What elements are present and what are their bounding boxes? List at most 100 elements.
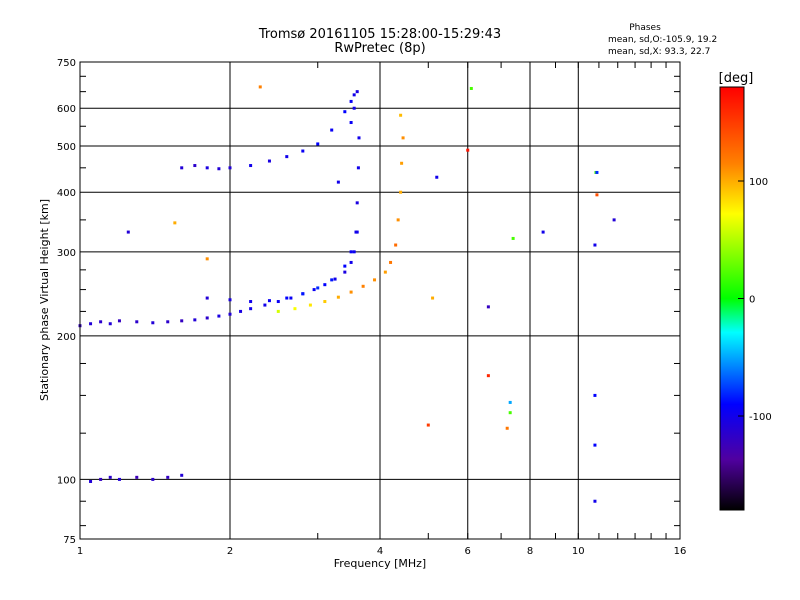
data-point [349,99,353,103]
y-tick-label: 400 [57,188,76,199]
y-tick-label: 500 [57,142,76,153]
tick-marks [80,62,680,539]
data-point [336,180,340,184]
data-point [355,201,359,205]
data-point [228,298,232,302]
data-point [180,319,184,323]
data-point [173,221,177,225]
data-point [228,312,232,316]
legend-line-o: mean, sd,O:-105.9, 19.2 [608,35,717,45]
data-point [249,300,253,304]
data-point [373,278,377,282]
data-point [289,296,293,300]
data-point [394,243,398,247]
data-point [193,318,197,322]
data-point [267,299,271,303]
chart-title: Tromsø 20161105 15:28:00-15:29:43 [258,27,501,42]
data-point [431,296,435,300]
data-point [396,218,400,222]
y-tick-label: 600 [57,104,76,115]
data-point [323,300,327,304]
data-point [316,142,320,146]
data-point [352,93,356,97]
data-point [151,477,155,481]
colorbar-tick-label: 100 [749,177,768,188]
data-point [108,322,112,326]
data-point [511,236,515,240]
data-point [383,270,387,274]
data-point [357,136,361,140]
data-point [117,477,121,481]
y-tick-label: 750 [57,58,76,69]
data-point [217,314,221,318]
data-point [355,90,359,94]
data-point [99,320,103,324]
data-points [78,85,616,503]
x-tick-label: 10 [572,546,585,557]
data-point [89,322,93,326]
colorbar-tick-label: 0 [749,295,755,306]
y-tick-labels: 75 100 200 300 400 500 600 750 [57,58,76,546]
data-point [349,260,353,264]
data-point [330,128,334,132]
legend-line-x: mean, sd,X: 93.3, 22.7 [608,47,710,57]
x-tick-label: 8 [527,546,533,557]
data-point [135,320,139,324]
colorbar-ticks: 100 0 -100 [738,177,772,423]
data-point [108,475,112,479]
data-point [343,270,347,274]
data-point [505,426,509,430]
data-point [399,190,403,194]
data-point [486,374,490,378]
data-point [486,305,490,309]
data-point [355,230,359,234]
y-axis-label: Stationary phase Virtual Height [km] [38,199,51,401]
data-point [612,218,616,222]
data-point [469,86,473,90]
data-point [276,300,280,304]
data-point [343,264,347,268]
legend-title: Phases [629,23,661,33]
data-point [205,316,209,320]
data-point [401,136,405,140]
data-point [426,423,430,427]
data-point [330,278,334,282]
data-point [126,230,130,234]
x-tick-label: 2 [227,546,233,557]
data-point [316,286,320,290]
data-point [356,166,360,170]
data-point [267,159,271,163]
y-tick-label: 100 [57,475,76,486]
data-point [308,303,312,307]
data-point [285,296,289,300]
data-point [593,243,597,247]
data-point [239,309,243,313]
data-point [595,170,599,174]
data-point [180,166,184,170]
x-tick-label: 16 [674,546,687,557]
data-point [135,475,139,479]
data-point [312,288,316,292]
data-point [276,309,280,313]
data-point [99,477,103,481]
data-point [435,175,439,179]
data-point [593,443,597,447]
data-point [466,148,470,152]
data-point [399,113,403,117]
data-point [323,283,327,287]
data-point [89,479,93,483]
data-point [333,277,337,281]
data-point [301,292,305,296]
data-point [541,230,545,234]
data-point [293,307,297,311]
colorbar-label: [deg] [719,71,754,86]
data-point [285,155,289,159]
data-point [593,499,597,503]
data-point [595,193,599,197]
data-point [352,250,356,254]
data-point [343,110,347,114]
x-axis-label: Frequency [MHz] [334,557,426,570]
x-tick-label: 6 [465,546,471,557]
y-tick-label: 200 [57,332,76,343]
